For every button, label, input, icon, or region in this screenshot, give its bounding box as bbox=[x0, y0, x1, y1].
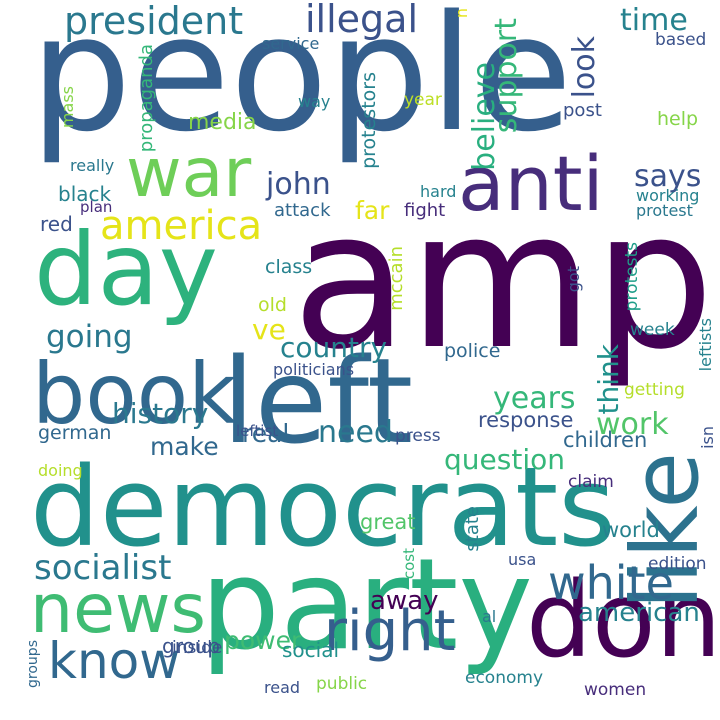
word-attack: attack bbox=[274, 200, 331, 221]
word-service: service bbox=[262, 34, 320, 53]
word-way: way bbox=[298, 92, 331, 111]
word-class: class bbox=[265, 256, 313, 278]
word-fight: fight bbox=[404, 200, 446, 221]
word-president: president bbox=[64, 0, 244, 43]
word-got: got bbox=[564, 266, 583, 293]
word-john: john bbox=[266, 167, 331, 202]
word-getting: getting bbox=[624, 380, 685, 400]
word-day: day bbox=[34, 211, 218, 328]
word-question: question bbox=[444, 443, 565, 476]
word-illegal: illegal bbox=[305, 0, 419, 41]
word-going: going bbox=[46, 319, 133, 355]
word-make: make bbox=[150, 432, 219, 461]
word-press: press bbox=[395, 426, 441, 446]
word-black: black bbox=[58, 182, 112, 206]
word-white: white bbox=[548, 556, 674, 610]
word-america: america bbox=[100, 203, 263, 249]
word-amp: amp bbox=[292, 170, 715, 391]
word-party: party bbox=[200, 531, 533, 678]
word-read: read bbox=[264, 678, 301, 697]
word-protestors: protestors bbox=[358, 72, 380, 169]
word-claim: claim bbox=[568, 472, 614, 492]
word-real: real bbox=[242, 419, 290, 448]
word-people: people bbox=[30, 0, 573, 167]
word-news: news bbox=[30, 570, 206, 649]
word-edition: edition bbox=[648, 554, 707, 574]
word-believe: believe bbox=[467, 62, 502, 171]
word-old: old bbox=[258, 294, 287, 316]
word-socialist: socialist bbox=[34, 548, 172, 588]
word-mass: mass bbox=[58, 86, 77, 129]
word-inside: inside bbox=[172, 638, 223, 658]
word-need: need bbox=[318, 415, 393, 450]
word-years: years bbox=[493, 381, 576, 416]
word-says: says bbox=[634, 159, 702, 194]
word-ve: ve bbox=[252, 313, 286, 346]
word-german: german bbox=[38, 422, 112, 444]
word-look: look bbox=[567, 36, 602, 99]
word-world: world bbox=[602, 518, 660, 542]
word-book: book bbox=[32, 345, 237, 443]
word-red: red bbox=[40, 212, 73, 236]
word-left: left bbox=[222, 332, 414, 470]
word-country: country bbox=[280, 331, 388, 364]
word-american: american bbox=[578, 598, 700, 628]
word-history: history bbox=[112, 397, 209, 430]
word-think: think bbox=[592, 344, 625, 415]
word-n: n bbox=[452, 8, 471, 19]
word-democrats: democrats bbox=[30, 443, 616, 571]
word-mccain: mccain bbox=[386, 246, 407, 311]
word-usa: usa bbox=[508, 550, 537, 569]
word-away: away bbox=[370, 586, 439, 616]
word-media: media bbox=[188, 110, 257, 135]
word-plan: plan bbox=[80, 198, 113, 216]
word-based: based bbox=[655, 30, 707, 50]
word-propaganda: propaganda bbox=[136, 44, 157, 153]
word-protests: protests bbox=[622, 242, 642, 312]
word-far: far bbox=[355, 196, 390, 225]
word-great: great bbox=[360, 510, 416, 534]
word-know: know bbox=[48, 632, 181, 690]
word-war: war bbox=[126, 134, 252, 213]
word-groups: groups bbox=[25, 640, 41, 688]
word-group: group bbox=[162, 634, 221, 658]
word-doing: doing bbox=[38, 461, 83, 480]
word-protest: protest bbox=[636, 201, 693, 220]
word-police: police bbox=[444, 340, 501, 362]
word-time: time bbox=[620, 3, 688, 38]
word-really: really bbox=[70, 156, 115, 175]
word-right: right bbox=[324, 599, 456, 664]
word-public: public bbox=[316, 674, 368, 694]
word-politicians: politicians bbox=[273, 360, 355, 379]
word-leftist: leftist bbox=[236, 422, 279, 440]
word-isn: isn bbox=[698, 426, 717, 449]
word-social: social bbox=[282, 638, 340, 662]
word-don: don bbox=[526, 559, 720, 681]
word-response: response bbox=[478, 408, 574, 432]
word-power: power bbox=[224, 626, 302, 655]
word-leftists: leftists bbox=[696, 318, 715, 372]
word-year: year bbox=[404, 90, 442, 110]
word-hard: hard bbox=[420, 182, 457, 201]
word-anti: anti bbox=[458, 139, 604, 228]
word-economy: economy bbox=[465, 668, 544, 688]
word-help: help bbox=[657, 108, 699, 130]
word-week: week bbox=[630, 320, 675, 340]
word-women: women bbox=[584, 680, 647, 700]
word-al: al bbox=[482, 607, 497, 626]
word-children: children bbox=[563, 428, 648, 452]
word-work: work bbox=[596, 407, 669, 442]
word-state: state bbox=[462, 506, 483, 552]
word-working: working bbox=[636, 186, 700, 205]
word-post: post bbox=[563, 100, 602, 121]
word-cost: cost bbox=[400, 548, 418, 580]
